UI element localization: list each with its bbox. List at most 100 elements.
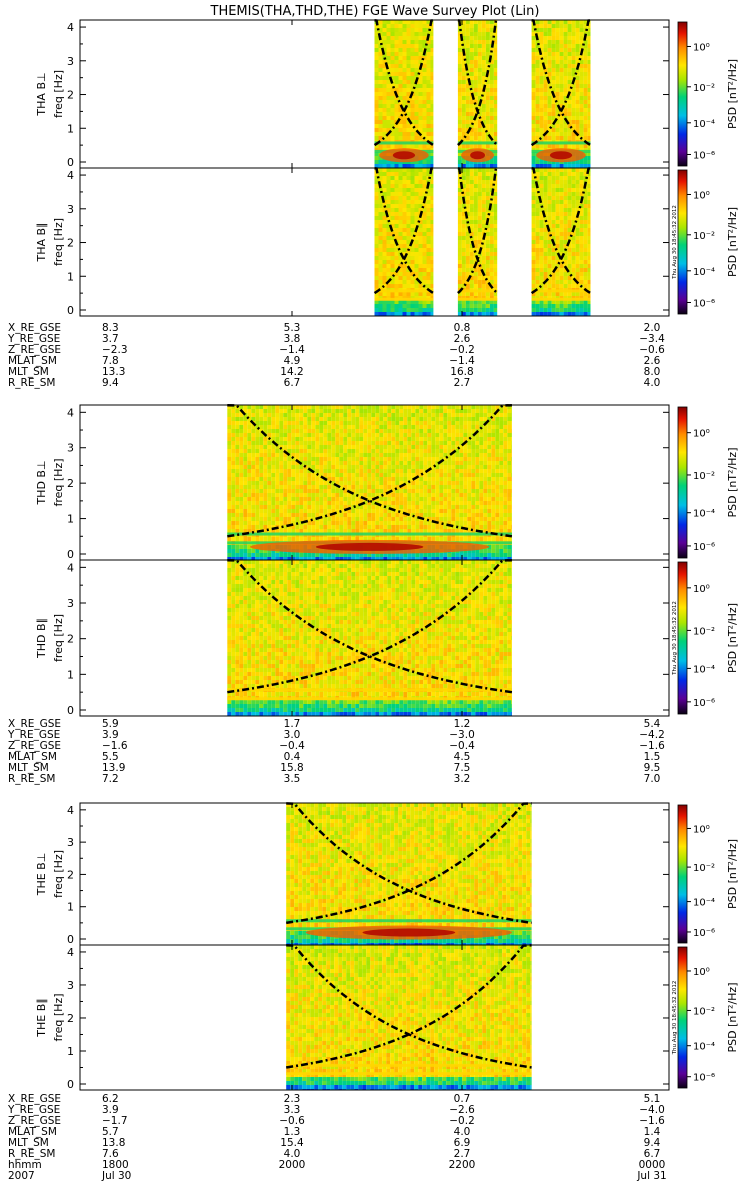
psd-cell bbox=[548, 280, 552, 284]
psd-cell bbox=[443, 481, 447, 485]
psd-cell bbox=[486, 112, 490, 116]
psd-cell bbox=[458, 116, 462, 120]
psd-cell bbox=[483, 469, 487, 473]
psd-cell bbox=[540, 176, 544, 180]
psd-cell bbox=[247, 453, 251, 457]
psd-cell bbox=[415, 192, 419, 196]
psd-cell bbox=[588, 104, 591, 108]
psd-cell bbox=[503, 501, 507, 505]
psd-cell bbox=[556, 276, 560, 280]
psd-cell bbox=[383, 128, 387, 132]
psd-cell bbox=[556, 60, 560, 64]
psd-cell bbox=[263, 449, 267, 453]
psd-cell bbox=[584, 312, 588, 316]
psd-cell bbox=[540, 312, 544, 316]
psd-cell bbox=[315, 413, 319, 417]
psd-cell bbox=[251, 405, 255, 409]
psd-cell bbox=[536, 72, 540, 76]
psd-cell bbox=[584, 88, 588, 92]
psd-cell bbox=[427, 64, 431, 68]
psd-cell bbox=[427, 292, 431, 296]
psd-cell bbox=[415, 184, 419, 188]
psd-cell bbox=[279, 453, 283, 457]
psd-cell bbox=[375, 441, 379, 445]
psd-cell bbox=[495, 405, 499, 409]
psd-cell bbox=[399, 224, 403, 228]
psd-cell bbox=[536, 52, 540, 56]
psd-cell bbox=[287, 405, 291, 409]
psd-cell bbox=[482, 260, 486, 264]
psd-cell bbox=[339, 461, 343, 465]
psd-cell bbox=[255, 509, 259, 513]
psd-cell bbox=[303, 461, 307, 465]
psd-cell bbox=[588, 124, 591, 128]
psd-cell bbox=[267, 477, 271, 481]
psd-cell bbox=[371, 473, 375, 477]
psd-cell bbox=[580, 268, 584, 272]
psd-cell bbox=[490, 24, 494, 28]
psd-cell bbox=[471, 409, 475, 413]
psd-cell bbox=[467, 453, 471, 457]
psd-cell bbox=[499, 473, 503, 477]
psd-cell bbox=[494, 68, 497, 72]
psd-cell bbox=[572, 28, 576, 32]
psd-cell bbox=[391, 441, 395, 445]
psd-cell bbox=[580, 128, 584, 132]
psd-cell bbox=[584, 72, 588, 76]
psd-cell bbox=[544, 100, 548, 104]
psd-cell bbox=[490, 88, 494, 92]
psd-cell bbox=[271, 493, 275, 497]
psd-cell bbox=[343, 461, 347, 465]
psd-cell bbox=[439, 417, 443, 421]
psd-cell bbox=[411, 493, 415, 497]
psd-cell bbox=[367, 457, 371, 461]
psd-cell bbox=[395, 168, 399, 172]
psd-cell bbox=[548, 200, 552, 204]
psd-cell bbox=[439, 449, 443, 453]
psd-cell bbox=[503, 485, 507, 489]
psd-cell bbox=[479, 433, 483, 437]
psd-cell bbox=[403, 80, 407, 84]
psd-cell bbox=[411, 248, 415, 252]
psd-cell bbox=[466, 52, 470, 56]
psd-cell bbox=[431, 477, 435, 481]
psd-cell bbox=[399, 405, 403, 409]
psd-cell bbox=[474, 208, 478, 212]
psd-cell bbox=[482, 168, 486, 172]
psd-cell bbox=[532, 236, 536, 240]
data-segment bbox=[375, 20, 434, 168]
psd-cell bbox=[299, 453, 303, 457]
psd-cell bbox=[536, 276, 540, 280]
psd-cell bbox=[588, 208, 591, 212]
psd-cell bbox=[532, 40, 536, 44]
psd-cell bbox=[379, 485, 383, 489]
psd-cell bbox=[387, 196, 391, 200]
psd-cell bbox=[568, 180, 572, 184]
psd-cell bbox=[548, 96, 552, 100]
psd-cell bbox=[548, 164, 552, 168]
psd-cell bbox=[291, 441, 295, 445]
psd-cell bbox=[411, 168, 415, 172]
psd-cell bbox=[227, 421, 231, 425]
psd-cell bbox=[548, 192, 552, 196]
psd-cell bbox=[343, 425, 347, 429]
psd-cell bbox=[544, 272, 548, 276]
psd-cell bbox=[475, 497, 479, 501]
psd-cell bbox=[331, 501, 335, 505]
psd-cell bbox=[391, 88, 395, 92]
psd-cell bbox=[427, 124, 431, 128]
psd-cell bbox=[399, 164, 403, 168]
psd-cell bbox=[375, 208, 379, 212]
psd-cell bbox=[403, 449, 407, 453]
psd-cell bbox=[299, 437, 303, 441]
psd-cell bbox=[455, 417, 459, 421]
psd-cell bbox=[491, 485, 495, 489]
psd-cell bbox=[343, 429, 347, 433]
psd-cell bbox=[387, 228, 391, 232]
psd-cell bbox=[431, 212, 434, 216]
psd-cell bbox=[443, 421, 447, 425]
psd-cell bbox=[299, 425, 303, 429]
psd-cell bbox=[511, 453, 512, 457]
psd-cell bbox=[355, 477, 359, 481]
psd-cell bbox=[474, 220, 478, 224]
